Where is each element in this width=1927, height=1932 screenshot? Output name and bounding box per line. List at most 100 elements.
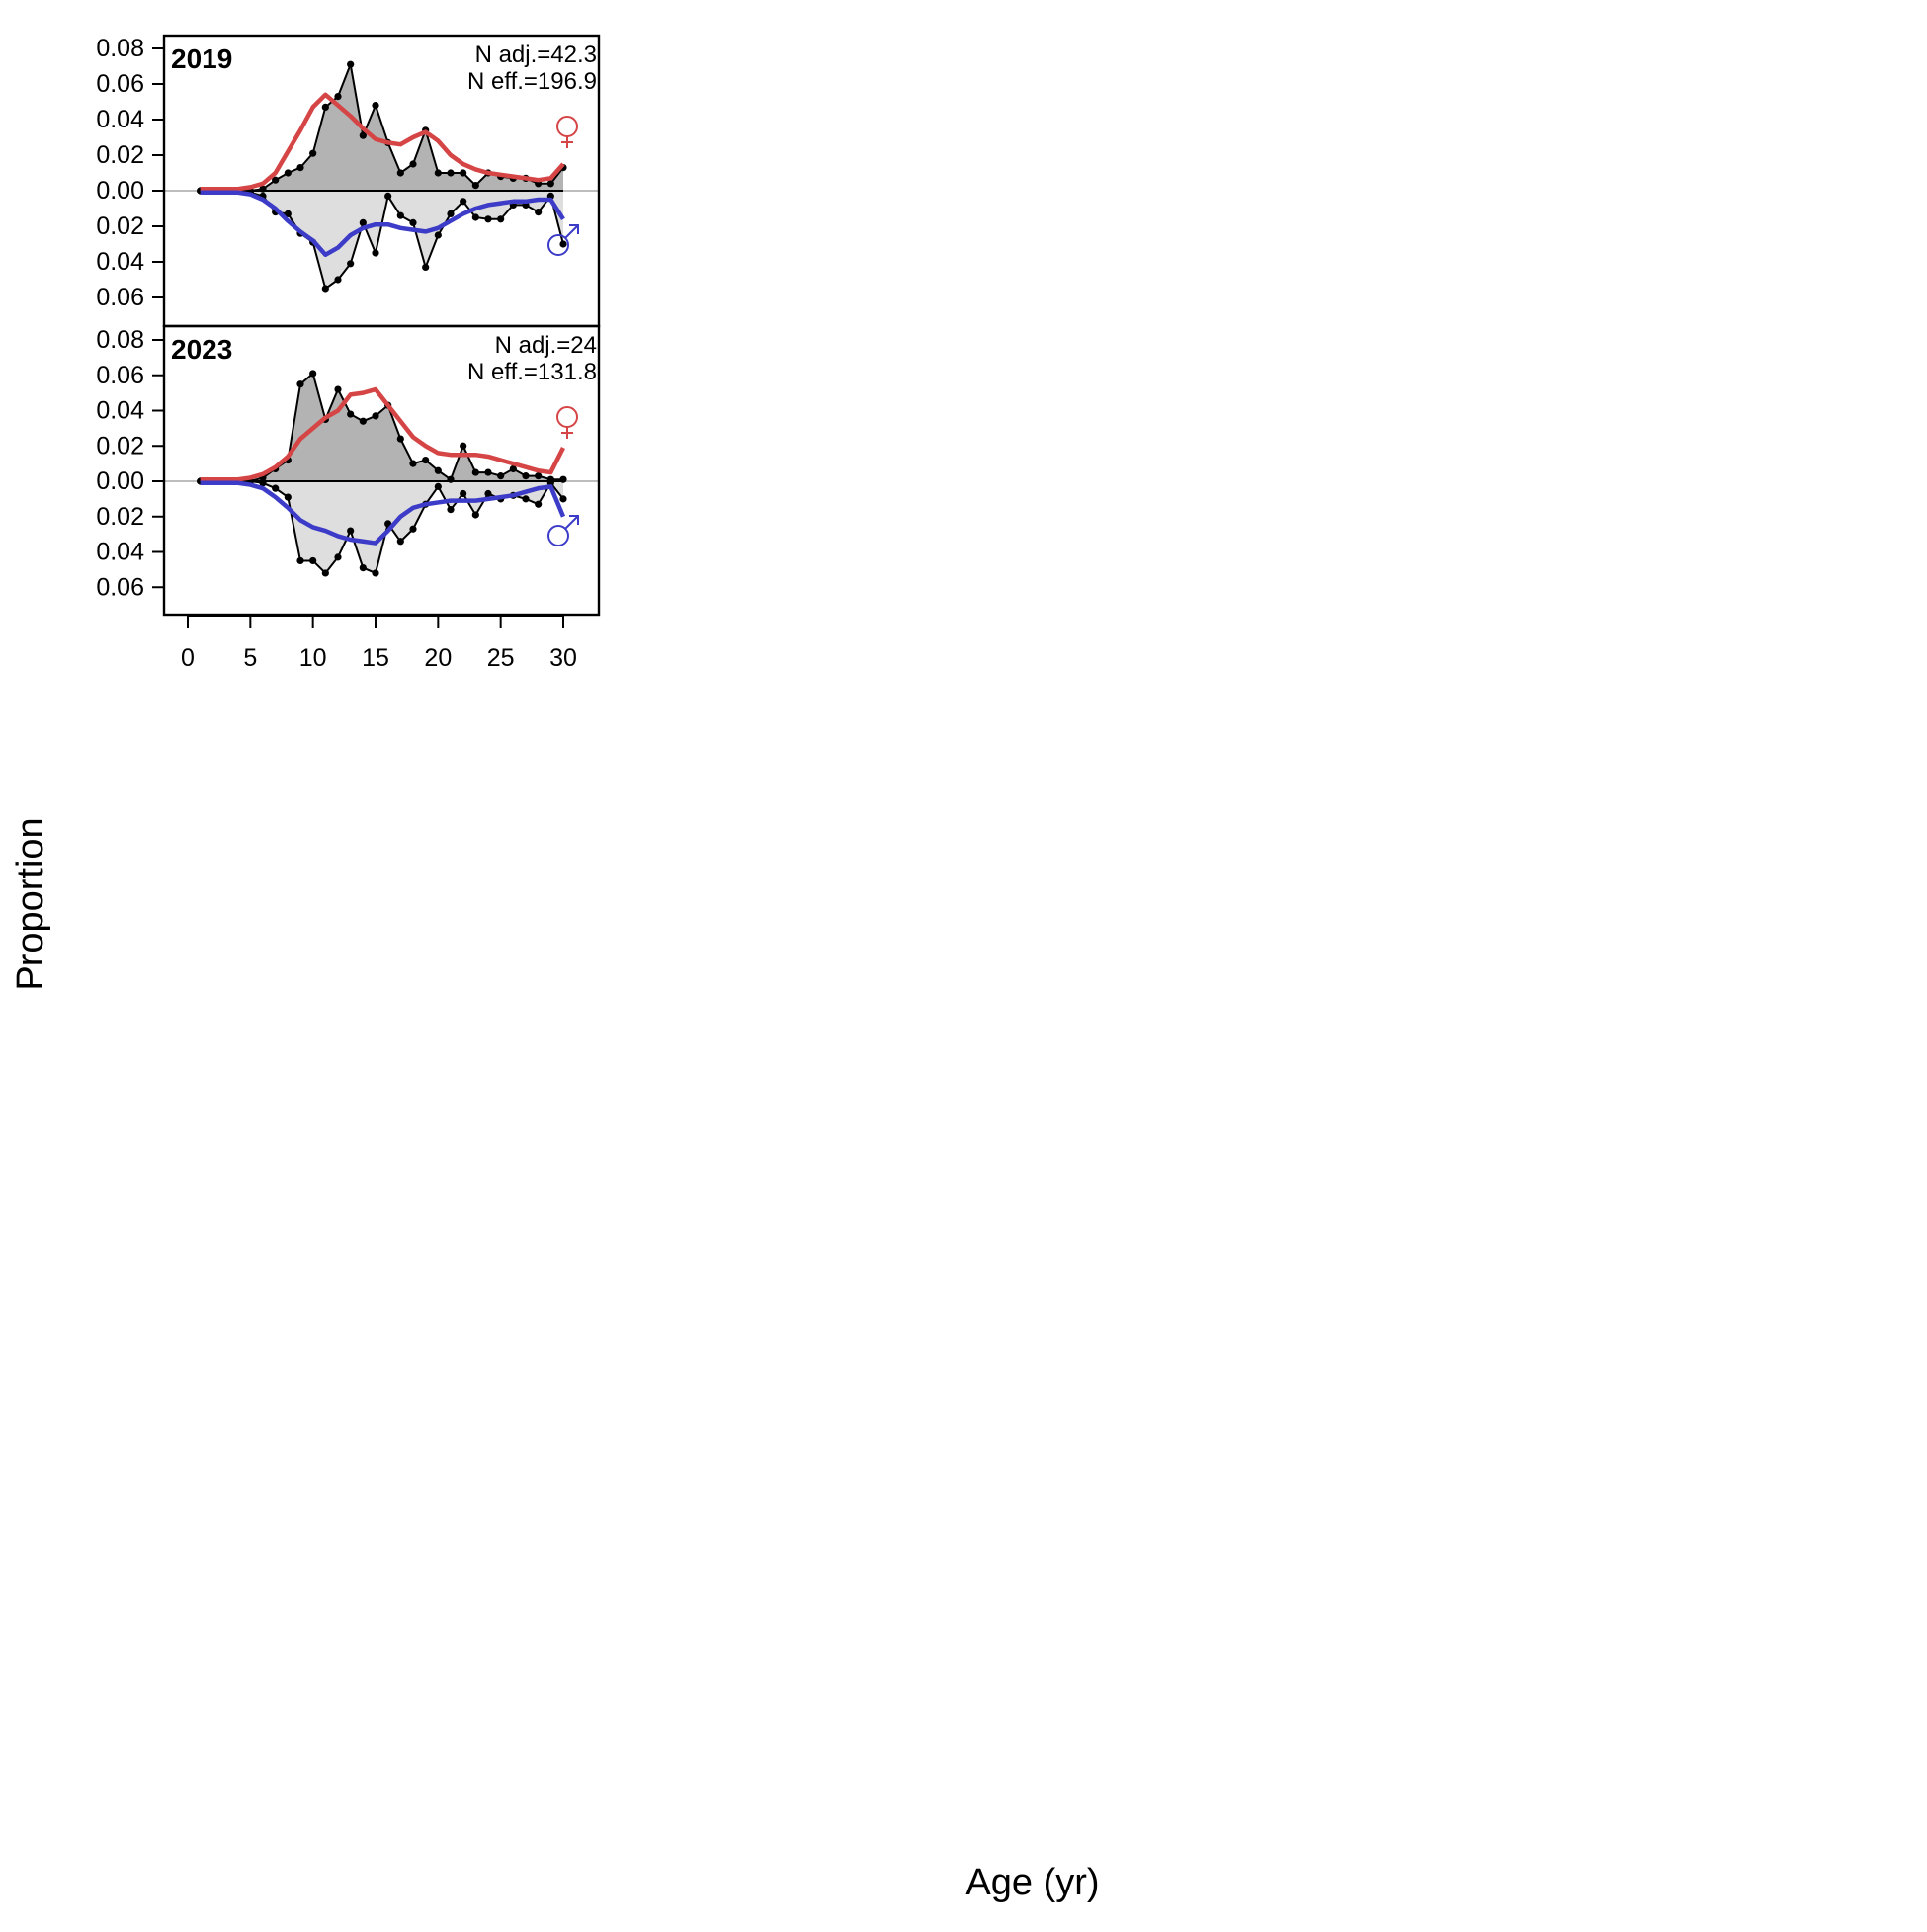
n-eff-label: N eff.=131.8 [467,359,597,385]
male-observed-point [309,556,317,565]
male-sign-circle [547,234,569,256]
female-observed-point [497,472,505,480]
male-observed-point [460,489,467,498]
male-observed-fill [200,481,563,573]
female-sign-circle [556,116,578,137]
male-observed-point [372,569,379,577]
y-tick-label: 0.06 [96,573,144,601]
female-observed-point [460,442,467,450]
female-observed-point [460,169,467,177]
panels-group: 0.08 0.06 0.04 0.02 0.00 0.02 0.04 0.06 2019 N ad… [96,34,601,617]
male-sign-arrow-head [569,515,579,525]
male-observed-fill [200,191,563,289]
female-observed-point [422,456,430,464]
male-observed-point [447,505,455,514]
y-tick-label: 0.06 [96,70,144,98]
x-tick-label: 10 [299,644,327,672]
male-observed-point [535,209,543,216]
male-observed-point [359,218,367,226]
male-observed-point [434,482,442,490]
male-observed-point [409,525,417,533]
x-tick-label: 0 [181,644,195,672]
male-sign-arrow-shaft [564,515,579,530]
male-observed-point [359,563,367,572]
female-observed-point [272,176,280,184]
female-observed-point [309,370,317,378]
y-tick-label: 0.04 [96,248,144,276]
male-observed-point [460,198,467,206]
y-tick-label: 0.08 [96,35,144,62]
female-observed-point [372,102,379,110]
male-observed-point [321,569,329,577]
female-observed-point [471,468,479,476]
female-expected-line [200,386,566,482]
female-observed-fill [200,373,563,481]
female-observed-point [509,464,517,473]
n-eff-label: N eff.=196.9 [467,68,597,95]
male-observed-point [484,489,492,498]
male-sign-arrow-head [569,224,579,234]
y-tick-label: 0.06 [96,362,144,389]
n-adj-label: N adj.=42.3 [475,42,597,68]
male-observed-point [396,211,404,219]
male-observed-point [559,495,567,503]
female-observed-point [396,435,404,443]
male-observed-point [559,240,567,248]
female-sign-icon [556,116,578,148]
y-axis-title: Proportion [10,817,51,990]
female-observed-point [546,180,554,188]
male-sign-icon [547,224,579,256]
male-sign-icon [547,515,579,546]
male-observed-point [296,556,304,565]
female-observed-point [259,185,267,193]
male-observed-point [259,479,267,487]
female-observed-point [447,169,455,177]
female-observed-point [409,460,417,467]
female-observed-point [484,468,492,476]
male-observed-point [284,210,292,217]
female-observed-point [409,160,417,168]
male-observed-point [447,210,455,217]
female-observed-point [321,103,329,111]
male-observed-point [471,213,479,221]
y-tick-label: 0.00 [96,177,144,205]
panel-year-label: 2023 [171,334,232,365]
male-observed-point [409,218,417,226]
female-observed-point [522,472,530,480]
y-tick-label: 0.02 [96,141,144,169]
female-observed-point [396,169,404,177]
female-observed-point [347,410,355,418]
male-observed-point [484,215,492,223]
female-observed-point [296,164,304,172]
female-observed-point [559,475,567,483]
female-sign-circle [556,406,578,428]
male-observed-point [471,511,479,519]
x-tick-label: 25 [487,644,515,672]
female-expected-line [200,92,565,192]
y-tick-label: 0.02 [96,212,144,240]
male-sign-circle [547,525,569,546]
male-sign-arrow-shaft [564,224,579,239]
male-observed-point [535,500,543,508]
n-adj-label: N adj.=24 [495,332,597,359]
female-observed-point [434,169,442,177]
male-observed-point [422,263,430,271]
male-observed-point [372,249,379,257]
x-tick-label: 15 [362,644,389,672]
male-observed-point [497,215,505,223]
female-observed-point [471,182,479,190]
male-observed-point [334,276,342,284]
y-tick-label: 0.04 [96,106,144,133]
female-observed-point [334,385,342,393]
panel-year-label: 2019 [171,43,232,74]
male-observed-point [284,493,292,501]
y-tick-label: 0.04 [96,397,144,425]
female-observed-point [334,93,342,101]
male-observed-point [321,285,329,293]
female-observed-point [284,169,292,177]
male-expected-line [200,480,566,546]
male-observed-point [396,538,404,546]
female-observed-point [434,466,442,474]
